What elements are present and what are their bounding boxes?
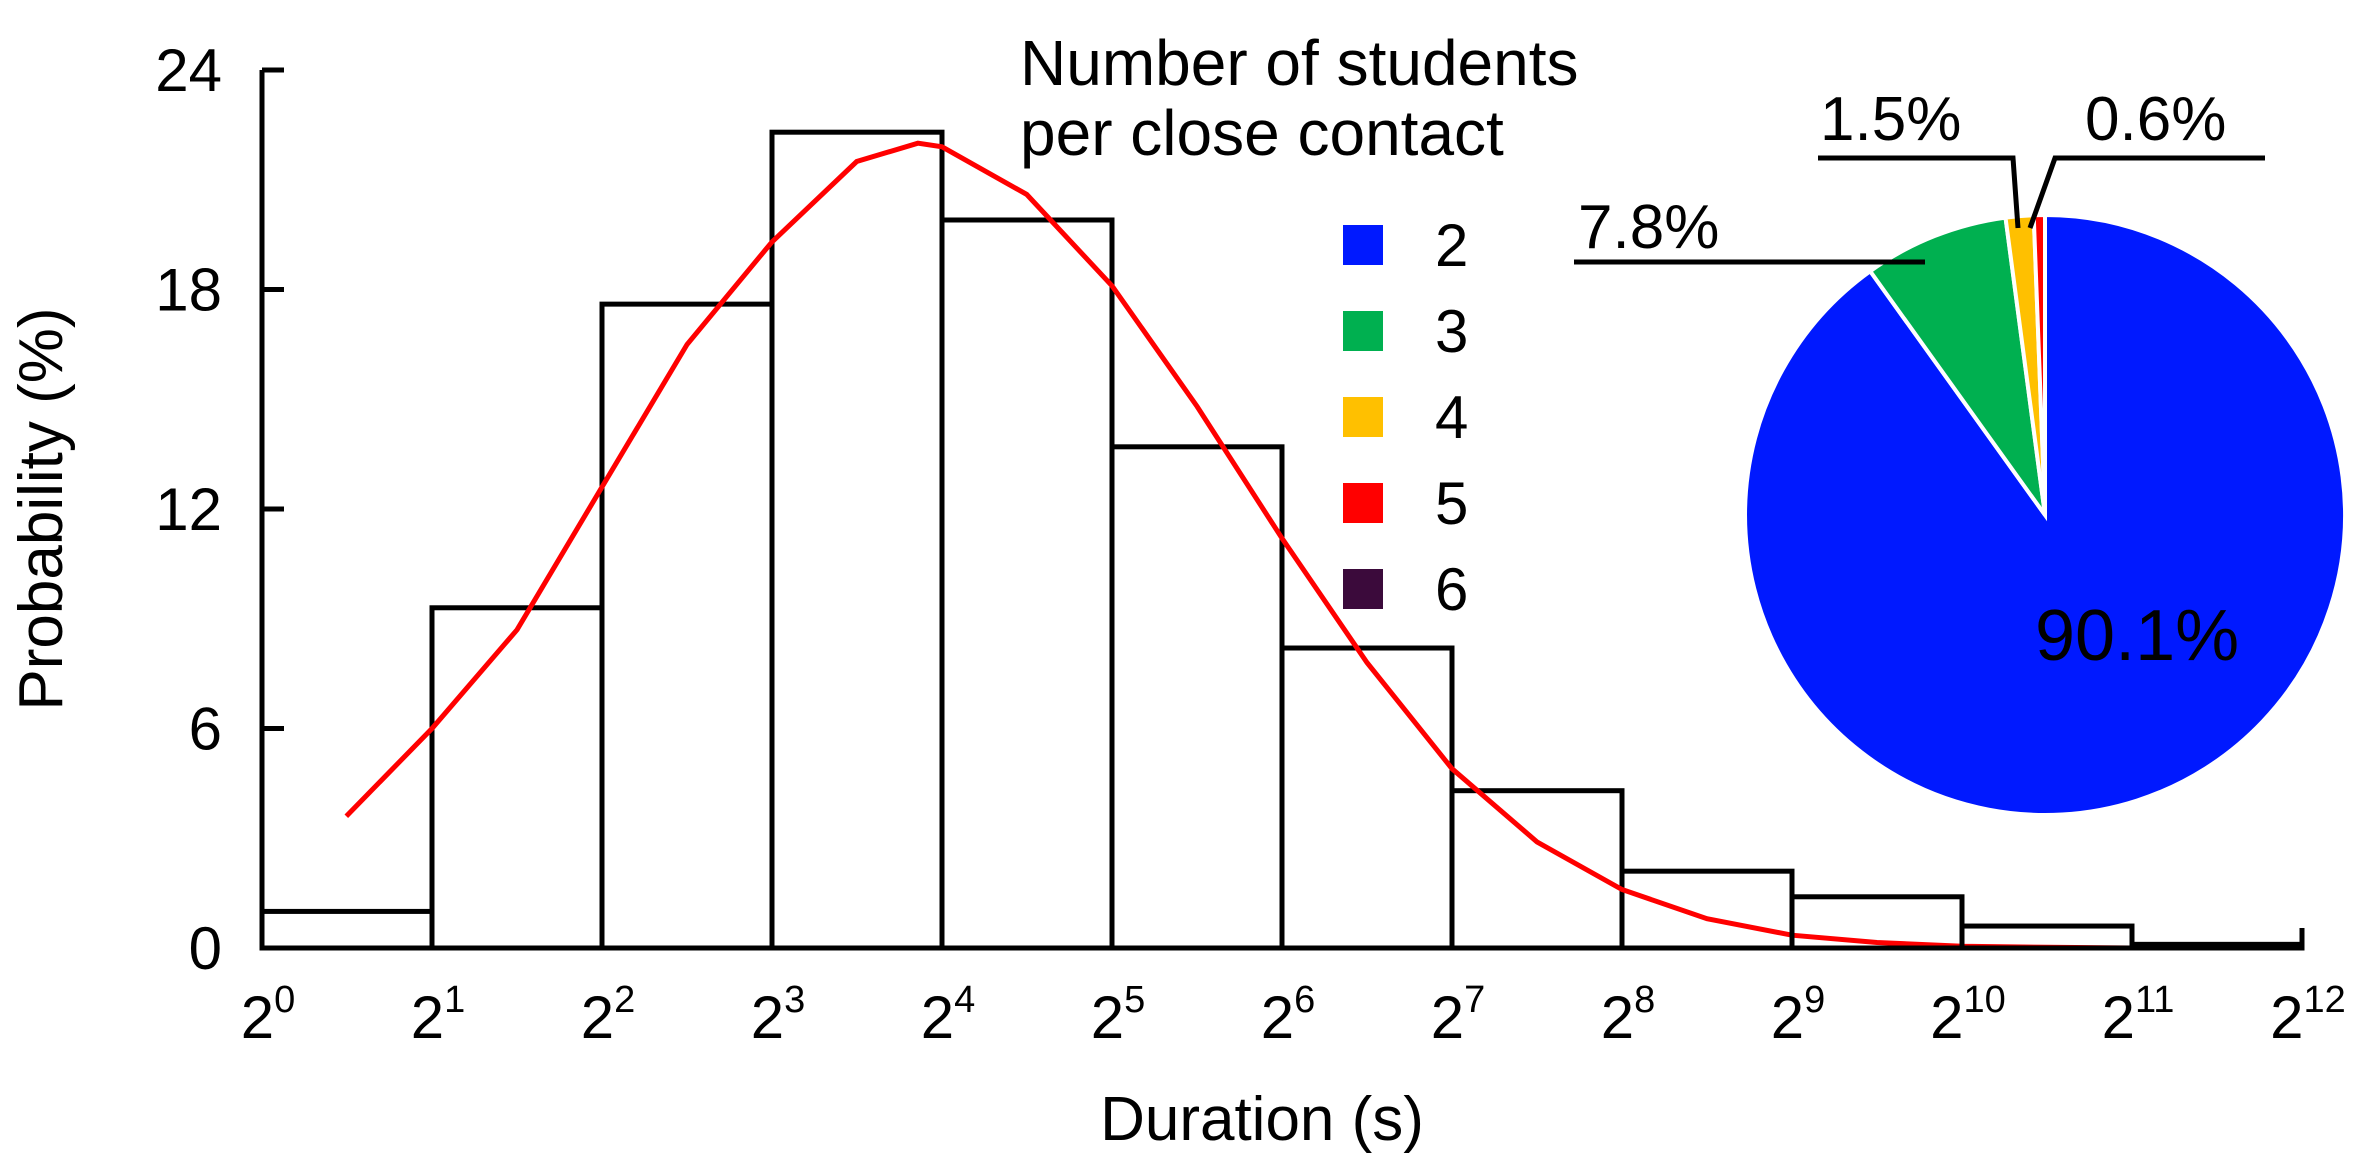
legend-title-line-0: Number of students [1020, 27, 1579, 99]
histogram-bar-5 [1109, 444, 1285, 951]
y-tick-label-0: 0 [189, 915, 222, 982]
x-tick-label-4: 24 [921, 979, 976, 1051]
y-tick-label-2: 12 [155, 476, 222, 543]
histogram-bar-0 [259, 908, 435, 951]
legend-swatch-6 [1343, 569, 1383, 609]
legend-label-4: 4 [1435, 384, 1468, 451]
x-tick-label-11: 211 [2102, 979, 2175, 1051]
x-tick-label-9: 29 [1771, 979, 1826, 1051]
legend-title-line-1: per close contact [1020, 97, 1504, 169]
legend-label-3: 3 [1435, 298, 1468, 365]
y-tick-label-1: 6 [189, 696, 222, 763]
histogram-bar-7 [1449, 788, 1625, 951]
legend-label-2: 2 [1435, 212, 1468, 279]
pie-chart: 90.1% 7.8% 1.5% 0.6% [1574, 85, 2347, 817]
pie-slice-3 [1867, 215, 2047, 517]
legend-label-5: 5 [1435, 470, 1468, 537]
x-tick-label-8: 28 [1601, 979, 1656, 1051]
x-tick-label-0: 20 [241, 979, 296, 1051]
x-tick-label-6: 26 [1261, 979, 1316, 1051]
y-tick-label-3: 18 [155, 257, 222, 324]
x-tick-label-7: 27 [1431, 979, 1486, 1051]
x-tick-label-2: 22 [581, 979, 636, 1051]
pie-value-label-5: 0.6% [2085, 85, 2226, 154]
histogram-bar-6 [1279, 645, 1455, 951]
pie-value-label-2: 90.1% [2035, 596, 2239, 676]
pie-leader-line-4 [1818, 155, 2021, 229]
x-tick-label-5: 25 [1091, 979, 1146, 1051]
x-axis-title: Duration (s) [1100, 1085, 1424, 1154]
legend-swatch-4 [1343, 397, 1383, 437]
x-tick-label-12: 212 [2270, 979, 2346, 1051]
pie-value-label-4: 1.5% [1820, 85, 1961, 154]
histogram-bar-8 [1619, 868, 1795, 951]
x-tick-label-1: 21 [411, 979, 466, 1051]
histogram-bar-4 [939, 217, 1115, 951]
x-tick-label-3: 23 [751, 979, 806, 1051]
legend-label-6: 6 [1435, 556, 1468, 623]
pie-leader-line-5 [2027, 155, 2265, 229]
fit-curve [344, 140, 2217, 951]
histogram-bar-1 [429, 605, 605, 951]
legend-swatch-3 [1343, 311, 1383, 351]
histogram-bar-3 [769, 129, 945, 951]
legend-swatch-5 [1343, 483, 1383, 523]
y-tick-label-4: 24 [155, 37, 222, 104]
histogram-bar-2 [599, 301, 775, 951]
y-axis-title: Probability (%) [7, 307, 76, 710]
x-tick-label-10: 210 [1930, 979, 2006, 1051]
legend-swatch-2 [1343, 225, 1383, 265]
pie-value-label-3: 7.8% [1578, 193, 1719, 262]
